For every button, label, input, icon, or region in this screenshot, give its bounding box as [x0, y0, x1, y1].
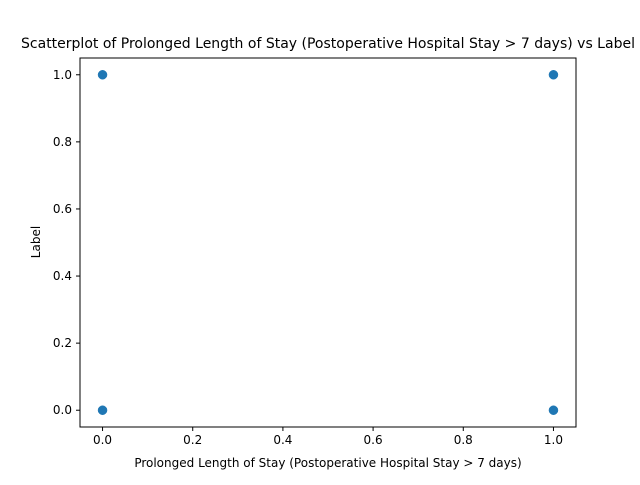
x-tick-label: 0.8 — [454, 433, 473, 447]
scatter-point — [548, 70, 559, 80]
x-axis-ticks: 0.0 0.2 0.4 0.6 0.8 1.0 — [93, 427, 563, 447]
scatter-point — [548, 405, 559, 415]
x-tick-label: 0.2 — [183, 433, 202, 447]
y-tick-label: 1.0 — [53, 68, 72, 82]
scatter-point — [97, 405, 108, 415]
points-layer — [97, 70, 559, 415]
y-tick-label: 0.0 — [53, 403, 72, 417]
x-axis-label: Prolonged Length of Stay (Postoperative … — [134, 456, 521, 470]
y-tick-label: 0.2 — [53, 336, 72, 350]
y-tick-label: 0.6 — [53, 202, 72, 216]
scatter-point — [97, 70, 108, 80]
plot-frame — [79, 57, 577, 428]
x-tick-label: 0.4 — [273, 433, 292, 447]
y-axis-ticks: 0.0 0.2 0.4 0.6 0.8 1.0 — [53, 68, 80, 417]
x-tick-label: 0.6 — [364, 433, 383, 447]
y-tick-label: 0.8 — [53, 135, 72, 149]
y-axis-label: Label — [29, 226, 43, 258]
y-tick-label: 0.4 — [53, 269, 72, 283]
x-tick-label: 0.0 — [93, 433, 112, 447]
chart-title: Scatterplot of Prolonged Length of Stay … — [21, 36, 635, 52]
x-tick-label: 1.0 — [544, 433, 563, 447]
